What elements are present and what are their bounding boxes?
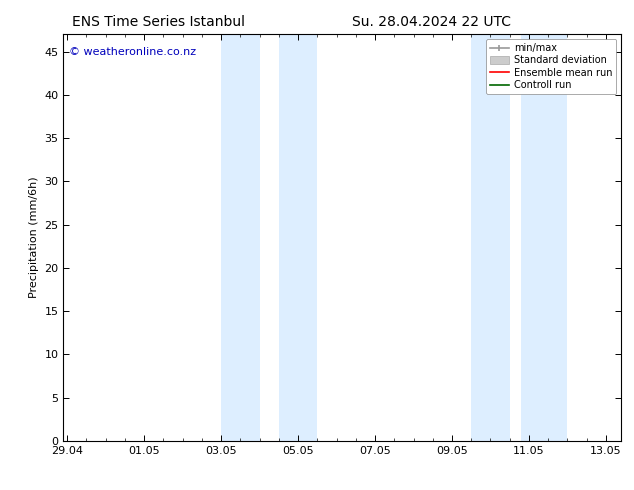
Bar <box>521 34 567 441</box>
Text: © weatheronline.co.nz: © weatheronline.co.nz <box>69 47 196 56</box>
Bar <box>221 34 260 441</box>
Text: ENS Time Series Istanbul: ENS Time Series Istanbul <box>72 15 245 29</box>
Y-axis label: Precipitation (mm/6h): Precipitation (mm/6h) <box>29 177 39 298</box>
Text: Su. 28.04.2024 22 UTC: Su. 28.04.2024 22 UTC <box>352 15 510 29</box>
Bar <box>279 34 318 441</box>
Legend: min/max, Standard deviation, Ensemble mean run, Controll run: min/max, Standard deviation, Ensemble me… <box>486 39 616 94</box>
Bar <box>471 34 510 441</box>
